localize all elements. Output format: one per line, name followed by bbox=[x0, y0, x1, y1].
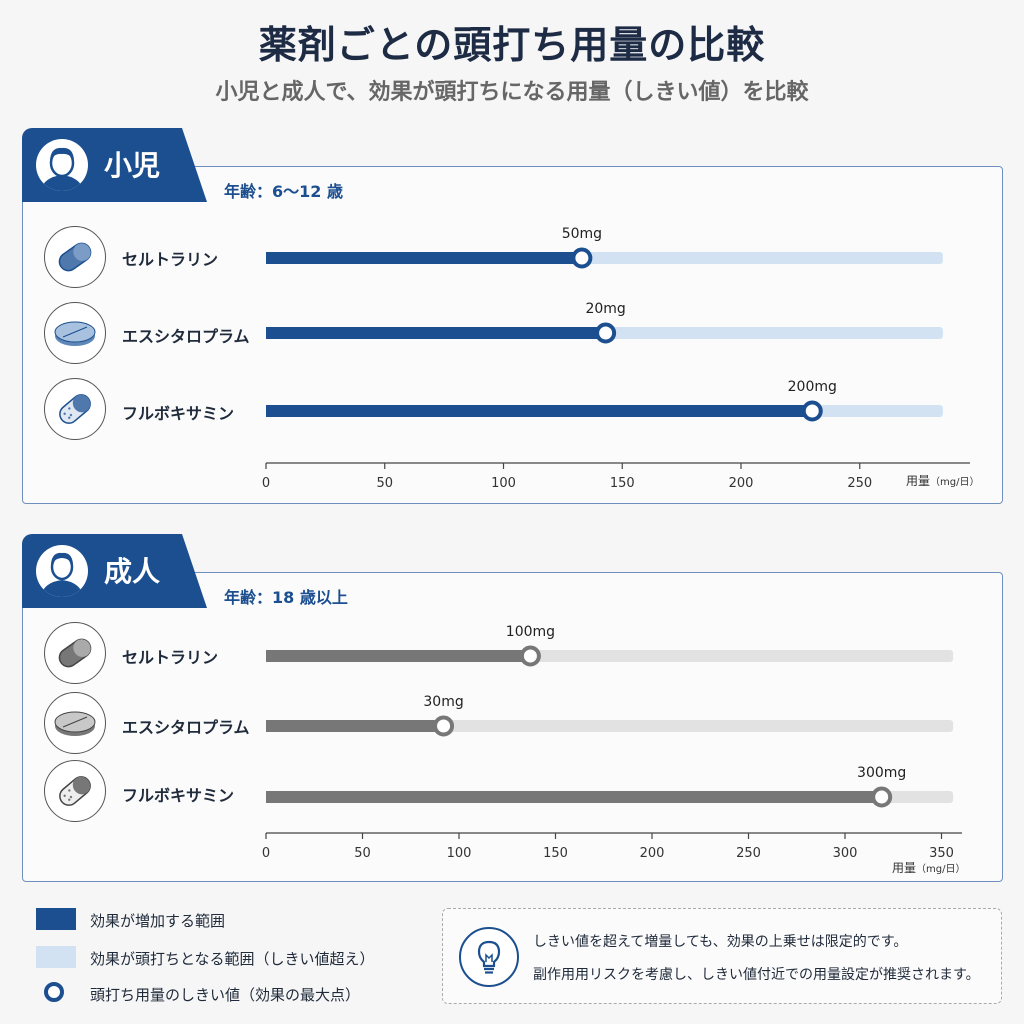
adult-tick-label: 0 bbox=[262, 846, 270, 861]
note-box: しきい値を超えて増量しても、効果の上乗せは限定的です。 副作用用リスクを考慮し、… bbox=[442, 908, 1002, 1004]
child-tick-label: 200 bbox=[729, 476, 754, 491]
capsule-icon bbox=[44, 622, 106, 684]
adult-threshold-marker bbox=[519, 645, 541, 667]
note-line-1: しきい値を超えて増量しても、効果の上乗せは限定的です。 bbox=[533, 934, 908, 950]
adult-threshold-label: 30mg bbox=[423, 694, 463, 710]
child-tick-label: 50 bbox=[376, 476, 393, 491]
page-subtitle: 小児と成人で、効果が頭打ちになる用量（しきい値）を比較 bbox=[215, 80, 809, 105]
legend-swatch-increase bbox=[36, 908, 76, 930]
child-age-label: 年齢：6〜12 歳 bbox=[224, 182, 343, 201]
adult-threshold-marker bbox=[871, 786, 893, 808]
lightbulb-icon bbox=[459, 927, 519, 987]
adult-threshold-label: 300mg bbox=[857, 765, 906, 781]
legend-plateau-label: 効果が頭打ちとなる範囲（しきい値超え） bbox=[90, 950, 375, 968]
child-increase-bar bbox=[266, 405, 813, 417]
child-tick-label: 100 bbox=[491, 476, 516, 491]
child-threshold-marker bbox=[595, 322, 617, 344]
adult-increase-bar bbox=[266, 650, 531, 662]
tablet-icon bbox=[44, 692, 106, 754]
adult-threshold-marker bbox=[433, 715, 455, 737]
child-group-label: 小児 bbox=[104, 149, 161, 182]
child-threshold-marker bbox=[801, 400, 823, 422]
child-drug-name: フルボキサミン bbox=[122, 404, 235, 423]
adult-tick-label: 150 bbox=[543, 846, 568, 861]
child-tick-label: 0 bbox=[262, 476, 270, 491]
adult-group-label: 成人 bbox=[104, 555, 161, 588]
adult-tick-label: 350 bbox=[929, 846, 954, 861]
adult-drug-name: エスシタロプラム bbox=[122, 718, 250, 737]
adult-axis-label: 用量（mg/日） bbox=[892, 861, 965, 875]
child-tick-label: 150 bbox=[610, 476, 635, 491]
child-threshold-marker bbox=[571, 247, 593, 269]
adult-tick-label: 100 bbox=[447, 846, 472, 861]
adult-tick-label: 200 bbox=[640, 846, 665, 861]
adult-age-label: 年齢：18 歳以上 bbox=[224, 588, 348, 607]
capsule-icon bbox=[44, 226, 106, 288]
child-increase-bar bbox=[266, 327, 606, 339]
child-avatar-icon bbox=[36, 139, 88, 191]
adult-drug-name: フルボキサミン bbox=[122, 786, 235, 805]
adult-drug-name: セルトラリン bbox=[122, 648, 219, 667]
child-drug-name: エスシタロプラム bbox=[122, 327, 250, 346]
note-line-2: 副作用用リスクを考慮し、しきい値付近での用量設定が推奨されます。 bbox=[533, 967, 980, 983]
adult-tab: 成人 bbox=[22, 534, 207, 608]
adult-increase-bar bbox=[266, 791, 882, 803]
adult-tick-label: 50 bbox=[354, 846, 371, 861]
legend-threshold-label: 頭打ち用量のしきい値（効果の最大点） bbox=[90, 986, 361, 1004]
child-increase-bar bbox=[266, 252, 582, 264]
child-drug-name: セルトラリン bbox=[122, 250, 219, 269]
legend-increase-label: 効果が増加する範囲 bbox=[90, 912, 226, 930]
child-tick-label: 250 bbox=[847, 476, 872, 491]
child-axis-label: 用量（mg/日） bbox=[906, 474, 979, 488]
child-threshold-label: 50mg bbox=[562, 226, 602, 242]
dotted-capsule-icon bbox=[44, 378, 106, 440]
child-threshold-label: 20mg bbox=[585, 301, 625, 317]
adult-threshold-label: 100mg bbox=[506, 624, 555, 640]
legend-threshold-marker bbox=[44, 982, 64, 1002]
child-tab: 小児 bbox=[22, 128, 207, 202]
dotted-capsule-icon bbox=[44, 760, 106, 822]
page-title: 薬剤ごとの頭打ち用量の比較 bbox=[258, 23, 766, 67]
legend-swatch-plateau bbox=[36, 946, 76, 968]
adult-avatar-icon bbox=[36, 545, 88, 597]
adult-tick-label: 250 bbox=[736, 846, 761, 861]
adult-tick-label: 300 bbox=[833, 846, 858, 861]
adult-increase-bar bbox=[266, 720, 444, 732]
tablet-icon bbox=[44, 302, 106, 364]
child-threshold-label: 200mg bbox=[788, 379, 837, 395]
